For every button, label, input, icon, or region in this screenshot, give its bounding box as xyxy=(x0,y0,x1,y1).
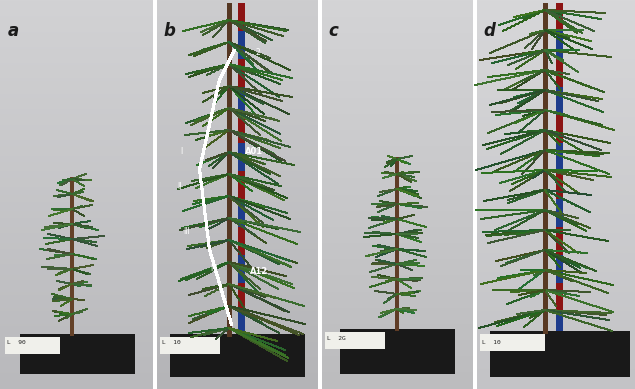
Text: a: a xyxy=(8,22,19,40)
Text: A01: A01 xyxy=(245,147,263,156)
Text: L  10: L 10 xyxy=(482,340,501,345)
Text: d: d xyxy=(483,22,495,40)
Text: b: b xyxy=(163,22,175,40)
Text: III: III xyxy=(183,227,190,236)
Text: L  90: L 90 xyxy=(7,340,26,345)
Text: II: II xyxy=(177,182,182,191)
Text: A12: A12 xyxy=(250,267,268,276)
Text: I: I xyxy=(180,147,182,156)
Text: IV: IV xyxy=(210,264,218,273)
Text: c: c xyxy=(328,22,338,40)
Text: 2: 2 xyxy=(255,48,260,57)
Text: L  10: L 10 xyxy=(162,340,181,345)
Text: L  2G: L 2G xyxy=(327,336,345,342)
